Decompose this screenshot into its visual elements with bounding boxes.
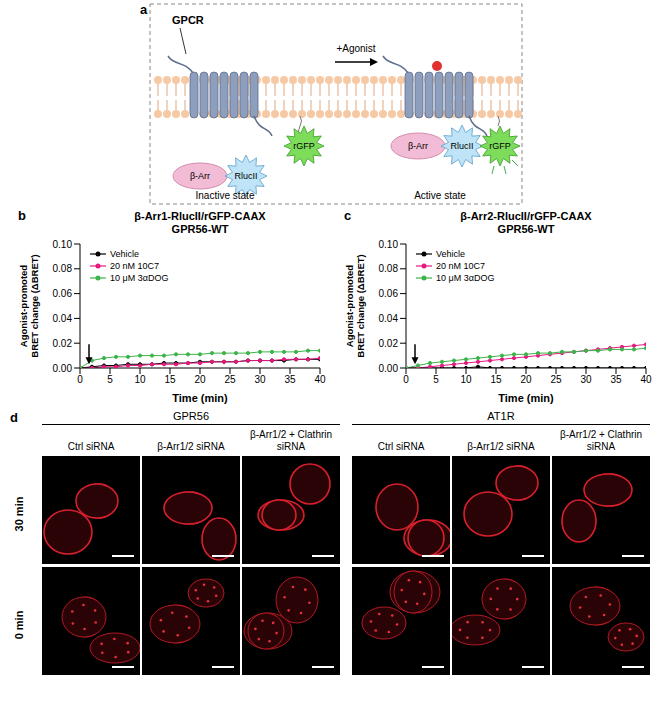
html-text:10 μM 3αDOG: 10 μM 3αDOG xyxy=(436,273,495,283)
svg-text:25: 25 xyxy=(550,374,562,385)
svg-text:β-Arr: β-Arr xyxy=(408,141,428,151)
svg-text:0.10: 0.10 xyxy=(53,239,73,250)
html-text:Vehicle: Vehicle xyxy=(110,249,139,259)
html-text:b: b xyxy=(18,208,26,223)
html-text:30 min: 30 min xyxy=(13,496,25,532)
svg-text:a: a xyxy=(140,2,148,17)
svg-text:β-Arr: β-Arr xyxy=(190,171,210,181)
svg-text:Time (min): Time (min) xyxy=(498,392,554,404)
html-text:β-Arr1/2 + Clathrin siRNA: β-Arr1/2 + Clathrin siRNA xyxy=(559,429,643,452)
html-text:20 nM 10C7: 20 nM 10C7 xyxy=(110,261,159,271)
svg-text:0.08: 0.08 xyxy=(53,263,73,274)
html-text:20 nM 10C7: 20 nM 10C7 xyxy=(436,261,485,271)
html-text:β-Arr1/2 + Clathrin siRNA: β-Arr1/2 + Clathrin siRNA xyxy=(249,429,333,452)
svg-text:0.08: 0.08 xyxy=(379,263,399,274)
svg-text:Time (min): Time (min) xyxy=(172,392,228,404)
svg-text:Active state: Active state xyxy=(414,190,466,201)
svg-text:5: 5 xyxy=(107,374,113,385)
svg-text:10: 10 xyxy=(460,374,472,385)
html-text:Ctrl siRNA: Ctrl siRNA xyxy=(67,441,115,452)
svg-text:40: 40 xyxy=(314,374,326,385)
svg-text:0.04: 0.04 xyxy=(379,313,399,324)
svg-text:Agonist-promotedBRET change (Δ: Agonist-promotedBRET change (ΔBRET) xyxy=(18,254,40,357)
svg-text:0.04: 0.04 xyxy=(53,313,73,324)
html-text:c: c xyxy=(344,208,352,223)
svg-text:20: 20 xyxy=(520,374,532,385)
svg-text:RlucII: RlucII xyxy=(450,141,473,151)
svg-text:0: 0 xyxy=(77,374,83,385)
svg-text:rGFP: rGFP xyxy=(489,141,511,151)
svg-text:15: 15 xyxy=(490,374,502,385)
svg-text:0.10: 0.10 xyxy=(379,239,399,250)
svg-text:RlucII: RlucII xyxy=(234,171,257,181)
html-text:GPR56-WT: GPR56-WT xyxy=(171,223,229,235)
svg-text:10: 10 xyxy=(134,374,146,385)
svg-text:GPCR: GPCR xyxy=(172,14,204,26)
svg-text:+Agonist: +Agonist xyxy=(336,43,375,54)
svg-text:0.02: 0.02 xyxy=(53,338,73,349)
svg-text:35: 35 xyxy=(284,374,296,385)
html-text:β-Arr2-RlucII/rGFP-CAAX: β-Arr2-RlucII/rGFP-CAAX xyxy=(460,210,592,222)
svg-text:rGFP: rGFP xyxy=(293,141,315,151)
svg-text:0.06: 0.06 xyxy=(53,288,73,299)
html-text:β-Arr1/2 siRNA: β-Arr1/2 siRNA xyxy=(467,441,535,452)
html-text:0 min: 0 min xyxy=(13,610,25,640)
html-text:GPR56: GPR56 xyxy=(173,410,209,422)
svg-text:0.00: 0.00 xyxy=(53,363,73,374)
svg-text:0.06: 0.06 xyxy=(379,288,399,299)
svg-text:0.02: 0.02 xyxy=(379,338,399,349)
svg-text:20: 20 xyxy=(194,374,206,385)
html-text:GPR56-WT: GPR56-WT xyxy=(497,223,555,235)
svg-text:25: 25 xyxy=(224,374,236,385)
html-text:Vehicle: Vehicle xyxy=(436,249,465,259)
svg-text:0.00: 0.00 xyxy=(379,363,399,374)
svg-text:40: 40 xyxy=(640,374,652,385)
html-text:β-Arr1-RlucII/rGFP-CAAX: β-Arr1-RlucII/rGFP-CAAX xyxy=(134,210,266,222)
svg-text:0: 0 xyxy=(403,374,409,385)
svg-text:Inactive state: Inactive state xyxy=(196,190,255,201)
svg-text:15: 15 xyxy=(164,374,176,385)
svg-text:30: 30 xyxy=(254,374,266,385)
html-text:AT1R: AT1R xyxy=(487,410,515,422)
svg-text:Agonist-promotedBRET change (Δ: Agonist-promotedBRET change (ΔBRET) xyxy=(344,254,366,357)
svg-text:30: 30 xyxy=(580,374,592,385)
svg-text:35: 35 xyxy=(610,374,622,385)
html-text:10 μM 3αDOG: 10 μM 3αDOG xyxy=(110,273,169,283)
svg-text:5: 5 xyxy=(433,374,439,385)
html-text:β-Arr1/2 siRNA: β-Arr1/2 siRNA xyxy=(157,441,225,452)
html-text:d: d xyxy=(10,410,18,425)
html-text:Ctrl siRNA: Ctrl siRNA xyxy=(377,441,425,452)
